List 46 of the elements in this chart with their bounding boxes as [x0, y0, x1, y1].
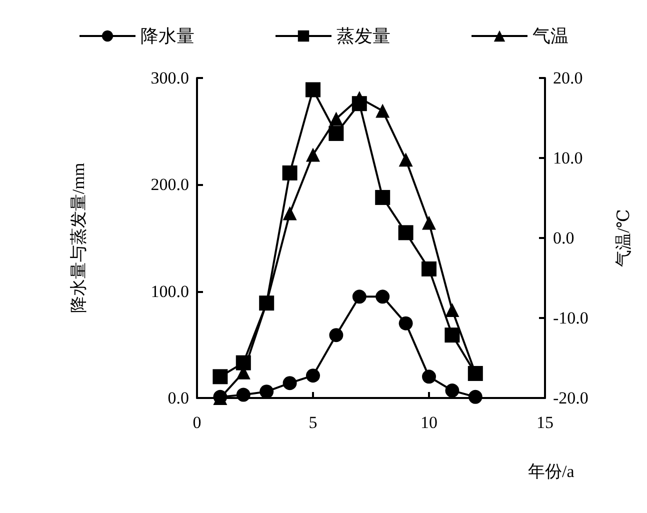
point — [445, 384, 460, 398]
point — [444, 328, 460, 343]
x-axis-title: 年份/a — [528, 462, 575, 481]
point — [306, 368, 320, 383]
point — [376, 104, 390, 118]
point — [329, 328, 344, 342]
point — [375, 190, 390, 205]
point — [212, 369, 228, 384]
point — [282, 165, 298, 180]
point — [352, 290, 366, 304]
point — [422, 216, 436, 230]
y2-axis-title: 气温/℃ — [614, 209, 633, 267]
point — [260, 384, 274, 399]
point — [282, 206, 297, 220]
x-tick-label: 10 — [420, 413, 438, 432]
y-axis-title: 降水量与蒸发量/mm — [69, 162, 88, 314]
y2-tick-label: 0.0 — [553, 228, 574, 248]
point — [422, 261, 436, 276]
legend-label: 蒸发量 — [336, 26, 390, 46]
point — [306, 82, 320, 98]
point — [236, 355, 251, 370]
y-tick-label: 0.0 — [168, 388, 189, 408]
y2-tick-label: -10.0 — [553, 308, 588, 328]
y2-tick-label: 10.0 — [553, 148, 583, 168]
x-tick-label: 5 — [308, 413, 318, 432]
point — [468, 390, 482, 404]
point — [236, 388, 250, 402]
x-tick-label: 15 — [536, 413, 554, 432]
y-tick-label: 200.0 — [150, 175, 189, 194]
point — [398, 152, 413, 167]
point — [422, 370, 436, 384]
legend-label: 降水量 — [140, 26, 194, 46]
point — [398, 316, 413, 330]
x-tick-label: 0 — [192, 413, 202, 432]
point — [282, 376, 297, 390]
y-tick-label: 300.0 — [150, 68, 189, 88]
y2-tick-label: 20.0 — [553, 68, 583, 88]
point — [329, 112, 344, 126]
y2-tick-label: -20.0 — [553, 388, 588, 408]
point — [398, 225, 414, 240]
point — [306, 148, 320, 162]
legend-label: 气温 — [532, 26, 568, 46]
point — [376, 290, 390, 304]
point — [328, 126, 344, 141]
point — [445, 303, 460, 317]
y-tick-label: 100.0 — [150, 282, 189, 301]
